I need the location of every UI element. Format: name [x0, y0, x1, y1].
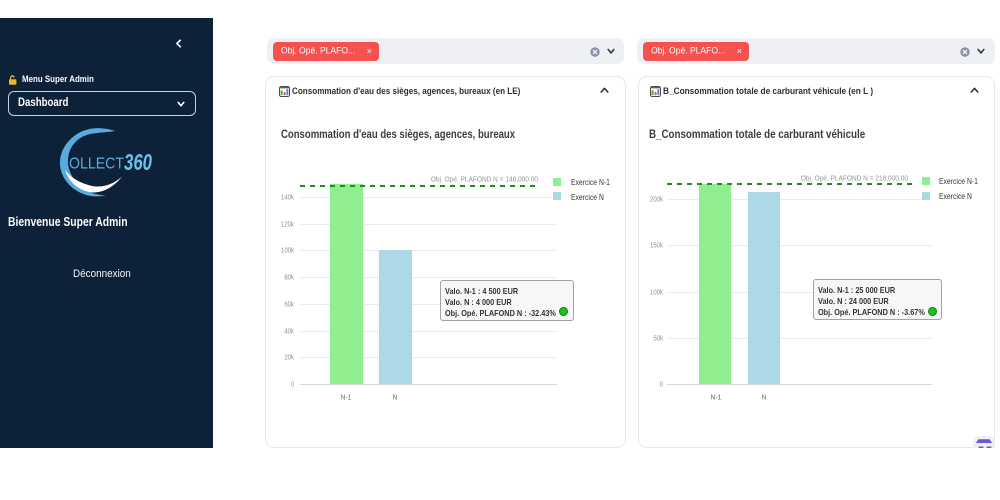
svg-text:OLLECT: OLLECT: [69, 156, 124, 173]
svg-text:360: 360: [124, 149, 152, 175]
